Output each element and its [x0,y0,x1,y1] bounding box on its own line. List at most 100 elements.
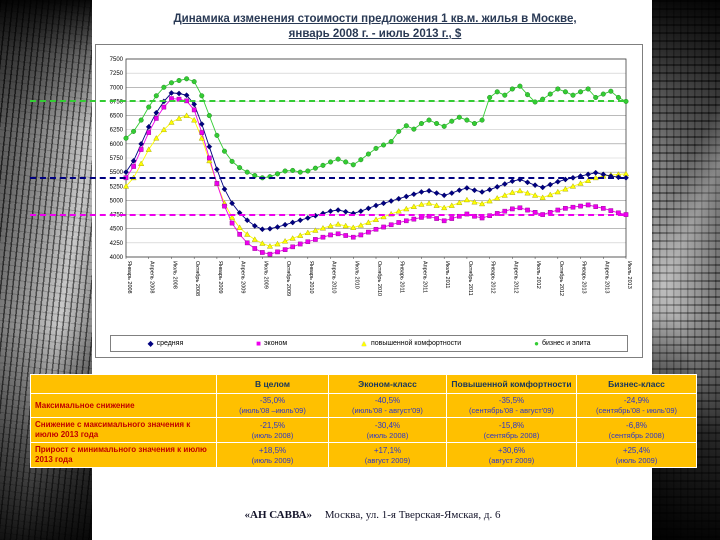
diamond-icon: ◆ [147,338,154,348]
row-label: Снижение с максимального значения к июлю… [30,417,217,444]
legend-label: эконом [263,340,288,347]
x-axis-labels: Январь 2008 Апрель 2008 Июль 2008 Октябрь 2… [125,257,632,296]
stats-table: В целом Эконом-класс Повышенной комфортн… [30,374,697,469]
svg-text:Июль 2010: Июль 2010 [353,261,359,289]
svg-text:Июль 2012: Июль 2012 [535,261,541,289]
cell-value: +25,4% [622,445,651,455]
legend-item-triangle: ▲ повышенной комфортности [360,338,461,348]
svg-text:4000: 4000 [110,255,124,261]
cell-value: +18,5% [258,445,287,455]
svg-text:5500: 5500 [110,170,124,176]
svg-text:6000: 6000 [110,142,124,148]
svg-text:Январь 2012: Январь 2012 [490,261,496,294]
col-header-overall: В целом [216,374,329,394]
svg-text:Октябрь 2009: Октябрь 2009 [285,261,291,296]
cell-period: (июль'08 –июль'09) [239,406,306,415]
cell-value: +30,6% [497,445,526,455]
price-dynamics-chart: 4000 4250 4500 4750 5000 5250 5500 5750 6000 6250… [95,44,643,358]
y-axis-labels: 4000 4250 4500 4750 5000 5250 5500 5750 6000 6250… [110,57,124,261]
svg-text:6250: 6250 [110,128,124,134]
table-cell: -40,5% (июль'08 - август'09) [328,392,447,419]
svg-text:Январь 2010: Январь 2010 [308,261,314,294]
cell-value: -15,8% [498,420,525,430]
svg-text:Июль 2013: Июль 2013 [626,261,632,289]
table-cell: -24,9% (сентябрь'08 - июль'09) [576,392,697,419]
circle-icon: ● [534,338,539,348]
svg-text:Июль 2009: Июль 2009 [262,261,268,289]
series-markers-diamond [123,90,629,233]
table-cell: -35,5% (сентябрь'08 - август'09) [446,392,577,419]
svg-text:Январь 2011: Январь 2011 [399,261,405,293]
cell-value: -24,9% [623,396,650,405]
svg-text:7500: 7500 [110,57,124,63]
table-cell: +25,4% (июль 2009) [576,442,697,469]
cell-value: +17,1% [373,445,402,455]
table-row-growth-to-2013: Прирост с минимального значения к июлю 2… [30,442,697,469]
col-header-comfort: Повышенной комфортности [446,374,577,394]
svg-text:4500: 4500 [110,227,124,233]
chart-title-line2: январь 2008 г. - июль 2013 г., $ [288,27,462,40]
cell-period: (июль 2009) [251,455,294,465]
svg-text:5000: 5000 [110,198,124,204]
legend-item-circle: ● бизнес и элита [534,338,591,348]
cell-period: (сентябрь 2008) [483,430,540,440]
series-markers-circle [123,76,629,181]
svg-text:Июль 2011: Июль 2011 [444,261,450,288]
chart-title-line1: Динамика изменения стоимости предложения… [173,13,577,25]
cell-period: (август 2009) [364,455,411,465]
series-line-diamond [125,92,627,230]
svg-text:Июль 2008: Июль 2008 [171,261,177,289]
table-row-max-decline: Максимальное снижение -35,0% (июль'08 –ию… [30,392,697,419]
chart-legend: ◆ средняя ■ эконом ▲ повышенной комфортности ●… [110,335,628,352]
svg-text:Апрель 2009: Апрель 2009 [240,261,246,293]
table-header-row: В целом Эконом-класс Повышенной комфортн… [30,374,697,394]
cell-period: (июль 2008) [366,430,409,440]
row-label: Максимальное снижение [30,392,217,419]
col-header-business: Бизнес-класс [576,374,697,394]
cell-value: -35,5% [498,396,525,405]
cell-value: -30,4% [374,420,401,430]
svg-text:Октябрь 2012: Октябрь 2012 [558,261,564,296]
legend-item-square: ■ эконом [256,338,288,348]
table-cell: +17,1% (август 2009) [328,442,447,469]
table-cell: +30,6% (август 2009) [446,442,577,469]
svg-text:Январь 2013: Январь 2013 [581,261,587,294]
svg-text:4750: 4750 [110,213,124,219]
cell-period: (июль 2008) [251,430,294,440]
svg-text:Апрель 2011: Апрель 2011 [421,261,427,293]
chart-title: Динамика изменения стоимости предложения… [110,12,640,42]
svg-text:Октябрь 2008: Октябрь 2008 [194,261,200,296]
square-icon: ■ [256,338,261,348]
svg-text:6500: 6500 [110,114,124,120]
reference-line-3 [30,213,624,216]
table-cell: -35,0% (июль'08 –июль'09) [216,392,329,419]
col-header-econom: Эконом-класс [328,374,447,394]
cell-period: (июль'08 - август'09) [352,406,423,415]
cell-period: (август 2009) [488,455,535,465]
table-row-decline-to-2013: Снижение с максимального значения к июлю… [30,417,697,444]
legend-item-diamond: ◆ средняя [147,338,184,348]
footer: «АН САВВА» Москва, ул. 1-я Тверская-Ямск… [95,509,650,521]
svg-text:5250: 5250 [110,184,124,190]
svg-text:Апрель 2013: Апрель 2013 [603,261,609,293]
svg-text:Октябрь 2011: Октябрь 2011 [467,261,473,296]
cell-value: -40,5% [374,396,401,405]
svg-text:6750: 6750 [110,99,124,105]
table-cell: +18,5% (июль 2009) [216,442,329,469]
agency-name: «АН САВВА» [244,509,313,521]
cell-value: -35,0% [259,396,286,405]
svg-text:Апрель 2012: Апрель 2012 [512,261,518,293]
triangle-icon: ▲ [360,338,368,348]
cell-period: (сентябрь'08 - август'09) [469,406,554,415]
cell-period: (июль 2009) [615,455,658,465]
legend-label: бизнес и элита [541,340,591,347]
reference-line-2 [30,176,624,179]
svg-text:Октябрь 2010: Октябрь 2010 [376,261,382,296]
cell-period: (сентябрь'08 - июль'09) [595,406,678,415]
cell-period: (сентябрь 2008) [608,430,665,440]
chart-plot: 4000 4250 4500 4750 5000 5250 5500 5750 6000 6250… [110,57,632,296]
svg-text:Апрель 2008: Апрель 2008 [149,261,155,293]
svg-text:4250: 4250 [110,241,124,247]
legend-label: средняя [156,340,184,347]
svg-text:Январь 2009: Январь 2009 [217,261,223,294]
